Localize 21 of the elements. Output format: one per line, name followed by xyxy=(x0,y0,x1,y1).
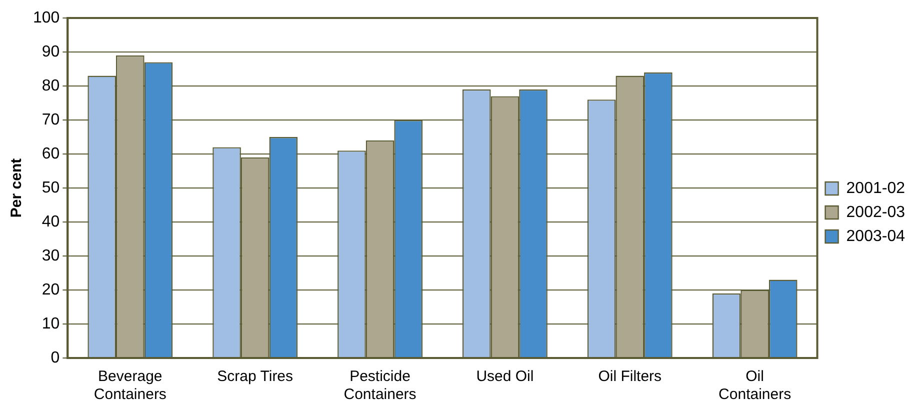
y-tick-label: 90 xyxy=(42,43,60,60)
y-tick-label: 40 xyxy=(42,213,60,230)
y-tick-label: 10 xyxy=(42,315,60,332)
legend-label: 2001-02 xyxy=(846,180,906,197)
legend-label: 2003-04 xyxy=(846,228,906,245)
y-tick-label: 30 xyxy=(42,247,60,264)
x-tick-label: Scrap Tires xyxy=(217,368,294,386)
y-tick-label: 100 xyxy=(32,9,60,26)
y-tick-label: 60 xyxy=(42,145,60,162)
y-tick-label: 0 xyxy=(50,349,60,366)
x-tick-label: Pesticide Containers xyxy=(344,368,416,404)
legend-label: 2002-03 xyxy=(846,204,906,221)
x-tick-label: Used Oil xyxy=(476,368,534,386)
y-tick-label: 70 xyxy=(42,111,60,128)
y-axis-title: Per cent xyxy=(8,158,26,218)
y-tick-label: 50 xyxy=(42,179,60,196)
x-tick-label: Oil Filters xyxy=(598,368,662,386)
y-tick-label: 80 xyxy=(42,77,60,94)
x-tick-label: Beverage Containers xyxy=(94,368,166,404)
y-tick-label: 20 xyxy=(42,281,60,298)
x-tick-label: Oil Containers xyxy=(718,368,792,404)
